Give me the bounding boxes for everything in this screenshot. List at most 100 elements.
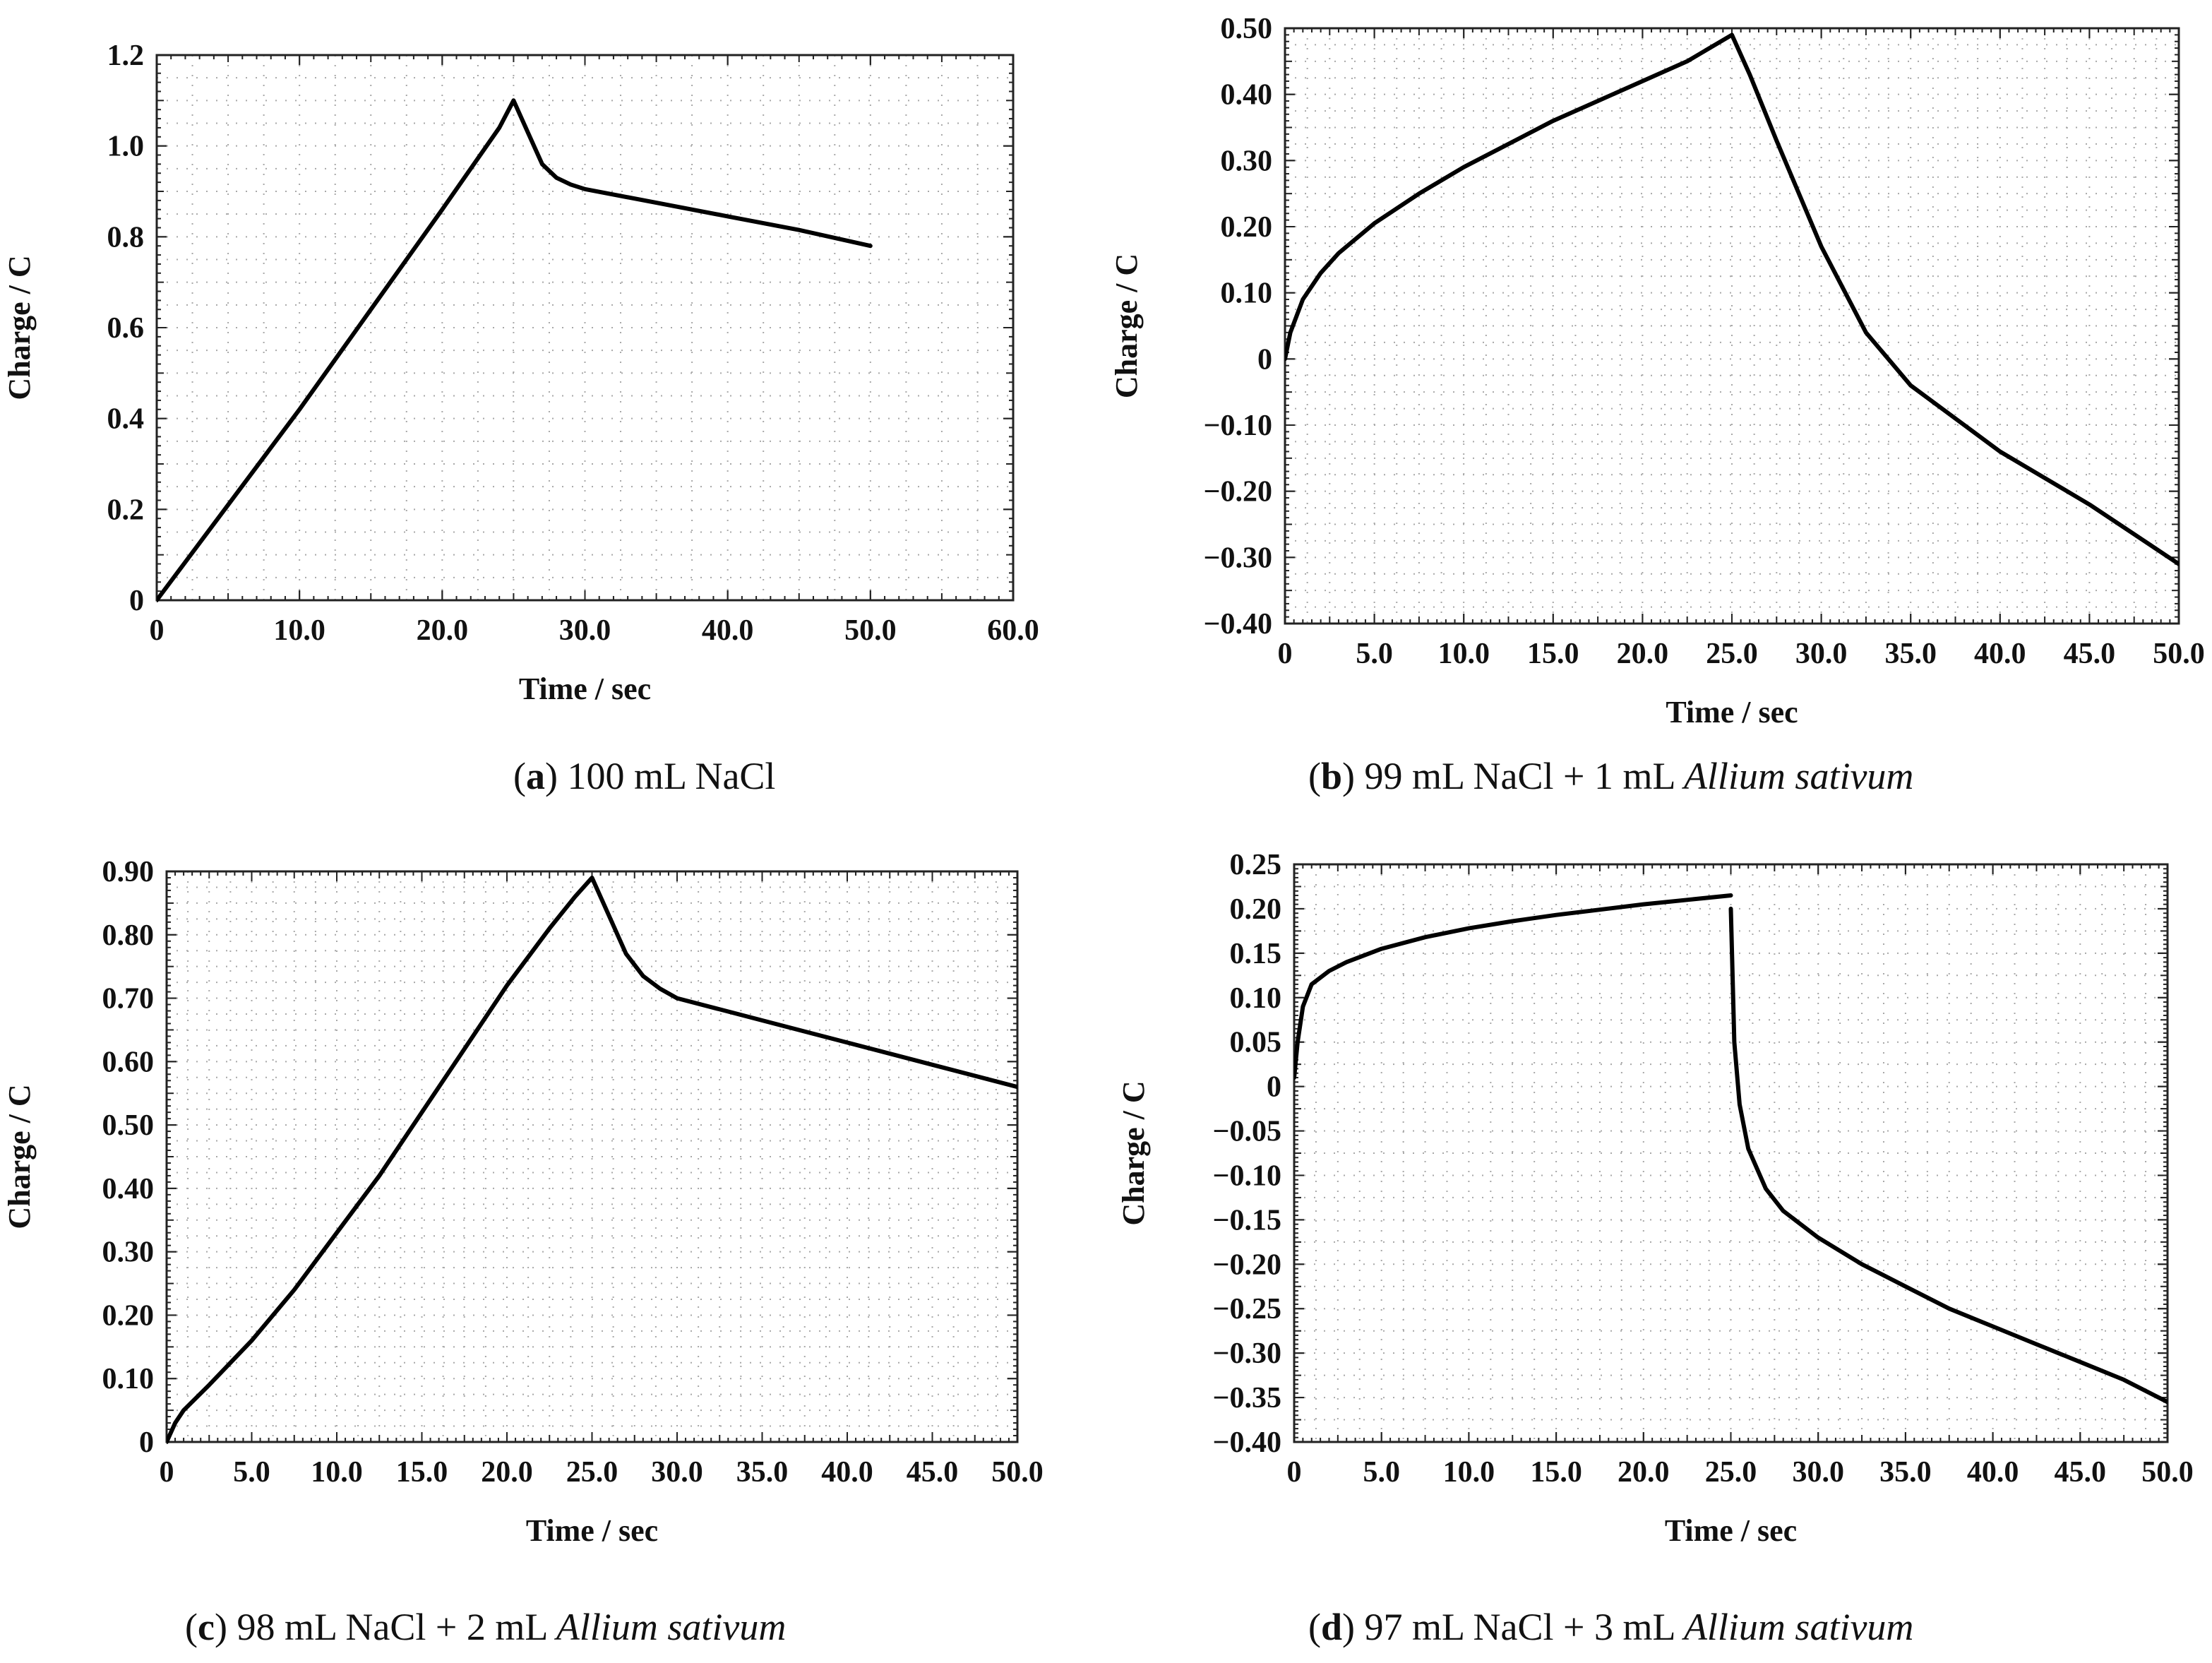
x-tick-label: 50.0 [844, 614, 897, 647]
y-tick-label: 1.0 [107, 131, 145, 163]
y-tick-label: 0.8 [107, 221, 145, 254]
y-axis-title: Charge / C [2, 1084, 37, 1229]
x-tick-label: 60.0 [987, 614, 1039, 647]
y-tick-label: 0.50 [102, 1109, 155, 1142]
grid [167, 871, 1017, 1442]
y-tick-label: 0.10 [1230, 982, 1282, 1015]
grid [157, 55, 1013, 600]
x-axis-title: Time / sec [1665, 1513, 1797, 1548]
x-tick-label: 10.0 [1443, 1456, 1495, 1489]
x-axis-title: Time / sec [1666, 695, 1798, 729]
caption-letter: c [198, 1606, 215, 1648]
plot-frame [155, 54, 1015, 602]
caption-species: Allium sativum [554, 1606, 786, 1648]
y-axis-title: Charge / C [1109, 254, 1144, 398]
x-tick-label: 40.0 [1967, 1456, 2019, 1489]
x-tick-label: 50.0 [2153, 638, 2205, 670]
caption-close-paren: ) [1342, 1606, 1355, 1648]
series-line-charge-segment-1 [1294, 893, 1733, 1080]
caption-species: Allium sativum [1682, 755, 1913, 797]
y-tick-label: 0.30 [1221, 145, 1273, 177]
series-line-charge [167, 876, 1017, 1444]
y-tick-label: −0.15 [1213, 1204, 1281, 1236]
y-tick-label: 0.15 [1230, 938, 1282, 970]
y-tick-label: −0.40 [1213, 1426, 1281, 1459]
x-tick-label: 30.0 [651, 1456, 703, 1489]
x-tick-label: 40.0 [1974, 638, 2026, 670]
tick-marks [1293, 864, 2168, 1443]
x-tick-label: 10.0 [311, 1456, 363, 1489]
series-line-charge [1285, 32, 2179, 566]
x-tick-label: 15.0 [1530, 1456, 1582, 1489]
x-tick-label: 35.0 [1884, 638, 1937, 670]
y-tick-label: 0.40 [1221, 79, 1273, 112]
x-tick-label: 20.0 [1618, 1456, 1670, 1489]
caption: (a) 100 mL NaCl [513, 755, 775, 797]
caption-open-paren: ( [1308, 1606, 1321, 1648]
caption: (c) 98 mL NaCl + 2 mL Allium sativum [185, 1606, 786, 1648]
y-tick-label: 0.90 [102, 856, 155, 888]
series-line-charge-segment-2 [1728, 906, 2168, 1405]
y-tick-label: −0.05 [1213, 1116, 1281, 1148]
y-tick-label: 0 [1257, 343, 1272, 376]
series-line-charge [157, 98, 873, 602]
x-tick-label: 15.0 [396, 1456, 448, 1489]
caption-close-paren: ) [215, 1606, 227, 1648]
x-tick-label: 25.0 [566, 1456, 618, 1489]
y-tick-label: 0.4 [107, 403, 145, 436]
y-tick-label: 0.10 [102, 1363, 155, 1395]
caption: (d) 97 mL NaCl + 3 mL Allium sativum [1308, 1606, 1913, 1648]
x-tick-label: 20.0 [481, 1456, 533, 1489]
x-tick-label: 10.0 [1437, 638, 1490, 670]
x-tick-label: 15.0 [1527, 638, 1579, 670]
x-tick-label: 5.0 [1363, 1456, 1400, 1489]
caption-text: 100 mL NaCl [558, 755, 775, 797]
y-tick-label: 0 [1267, 1071, 1281, 1104]
y-tick-label: 0.60 [102, 1046, 155, 1078]
x-tick-label: 50.0 [991, 1456, 1044, 1489]
y-tick-label: 0 [129, 585, 144, 617]
y-tick-label: 0.40 [102, 1173, 155, 1205]
y-tick-label: 0.20 [1230, 893, 1282, 926]
x-tick-label: 0 [160, 1456, 174, 1489]
caption-close-paren: ) [545, 755, 558, 797]
caption: (b) 99 mL NaCl + 1 mL Allium sativum [1308, 755, 1913, 797]
x-tick-label: 20.0 [417, 614, 469, 647]
y-tick-label: 0 [139, 1426, 154, 1459]
y-tick-label: −0.10 [1213, 1160, 1281, 1192]
caption-letter: d [1321, 1606, 1342, 1648]
y-tick-label: 0.20 [102, 1299, 155, 1332]
y-tick-label: −0.25 [1213, 1293, 1281, 1325]
y-tick-label: −0.40 [1204, 608, 1272, 640]
y-tick-label: 1.2 [107, 40, 145, 72]
x-tick-label: 40.0 [821, 1456, 873, 1489]
y-tick-label: −0.20 [1204, 476, 1272, 508]
chart-b: 0 5.0 10.0 15.0 20.0 25.0 30.0 35.0 40.0 45.0 50.0… [1109, 13, 2205, 797]
x-tick-label: 35.0 [736, 1456, 789, 1489]
x-tick-label: 10.0 [273, 614, 325, 647]
caption-open-paren: ( [513, 755, 526, 797]
chart-c: 0 5.0 10.0 15.0 20.0 25.0 30.0 35.0 40.0 45.0 50.0… [2, 856, 1044, 1648]
y-tick-label: −0.10 [1204, 410, 1272, 442]
y-axis-title: Charge / C [2, 255, 37, 400]
x-tick-label: 0 [1287, 1456, 1302, 1489]
caption-open-paren: ( [185, 1606, 198, 1648]
y-tick-label: −0.30 [1204, 542, 1272, 574]
x-tick-label: 0 [1278, 638, 1293, 670]
caption-close-paren: ) [1342, 755, 1355, 797]
x-tick-label: 0 [150, 614, 165, 647]
y-tick-label: 0.30 [102, 1236, 155, 1269]
x-axis-title: Time / sec [526, 1513, 658, 1548]
x-tick-label: 35.0 [1879, 1456, 1932, 1489]
x-tick-label: 5.0 [233, 1456, 270, 1489]
x-tick-label: 5.0 [1356, 638, 1393, 670]
y-tick-label: 0.25 [1230, 849, 1282, 881]
chart-d: 0 5.0 10.0 15.0 20.0 25.0 30.0 35.0 40.0 45.0 50.0… [1116, 849, 2194, 1648]
x-tick-label: 30.0 [1795, 638, 1848, 670]
y-tick-label: 0.70 [102, 983, 155, 1015]
x-tick-label: 25.0 [1705, 1456, 1757, 1489]
x-tick-label: 20.0 [1617, 638, 1669, 670]
y-tick-label: 0.2 [107, 494, 145, 526]
caption-text: 98 mL NaCl + 2 mL [227, 1606, 556, 1648]
